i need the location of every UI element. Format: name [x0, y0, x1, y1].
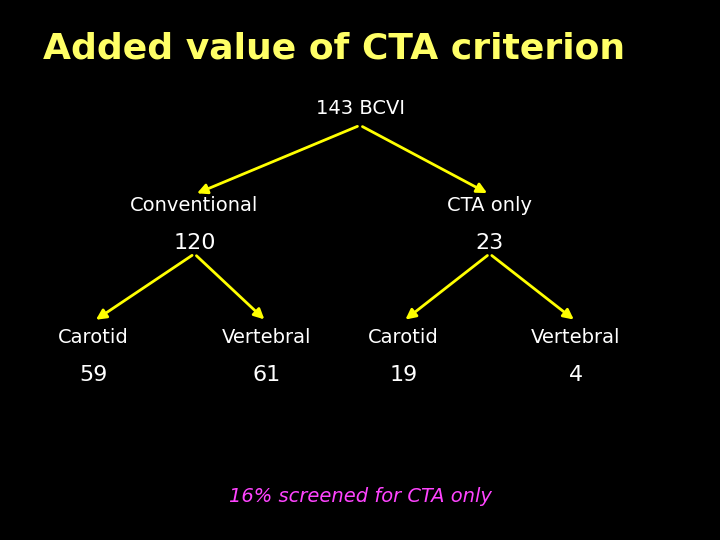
- Text: CTA only: CTA only: [447, 195, 532, 215]
- Text: 4: 4: [569, 365, 583, 386]
- Text: 120: 120: [173, 233, 216, 253]
- Text: Conventional: Conventional: [130, 195, 258, 215]
- Text: Carotid: Carotid: [58, 328, 129, 347]
- Text: 143 BCVI: 143 BCVI: [315, 98, 405, 118]
- Text: Added value of CTA criterion: Added value of CTA criterion: [43, 32, 626, 65]
- Text: 61: 61: [252, 365, 281, 386]
- Text: Vertebral: Vertebral: [531, 328, 621, 347]
- Text: 16% screened for CTA only: 16% screened for CTA only: [228, 487, 492, 507]
- Text: 19: 19: [389, 365, 418, 386]
- Text: Vertebral: Vertebral: [222, 328, 311, 347]
- Text: 23: 23: [475, 233, 504, 253]
- Text: 59: 59: [79, 365, 108, 386]
- Text: Carotid: Carotid: [368, 328, 438, 347]
